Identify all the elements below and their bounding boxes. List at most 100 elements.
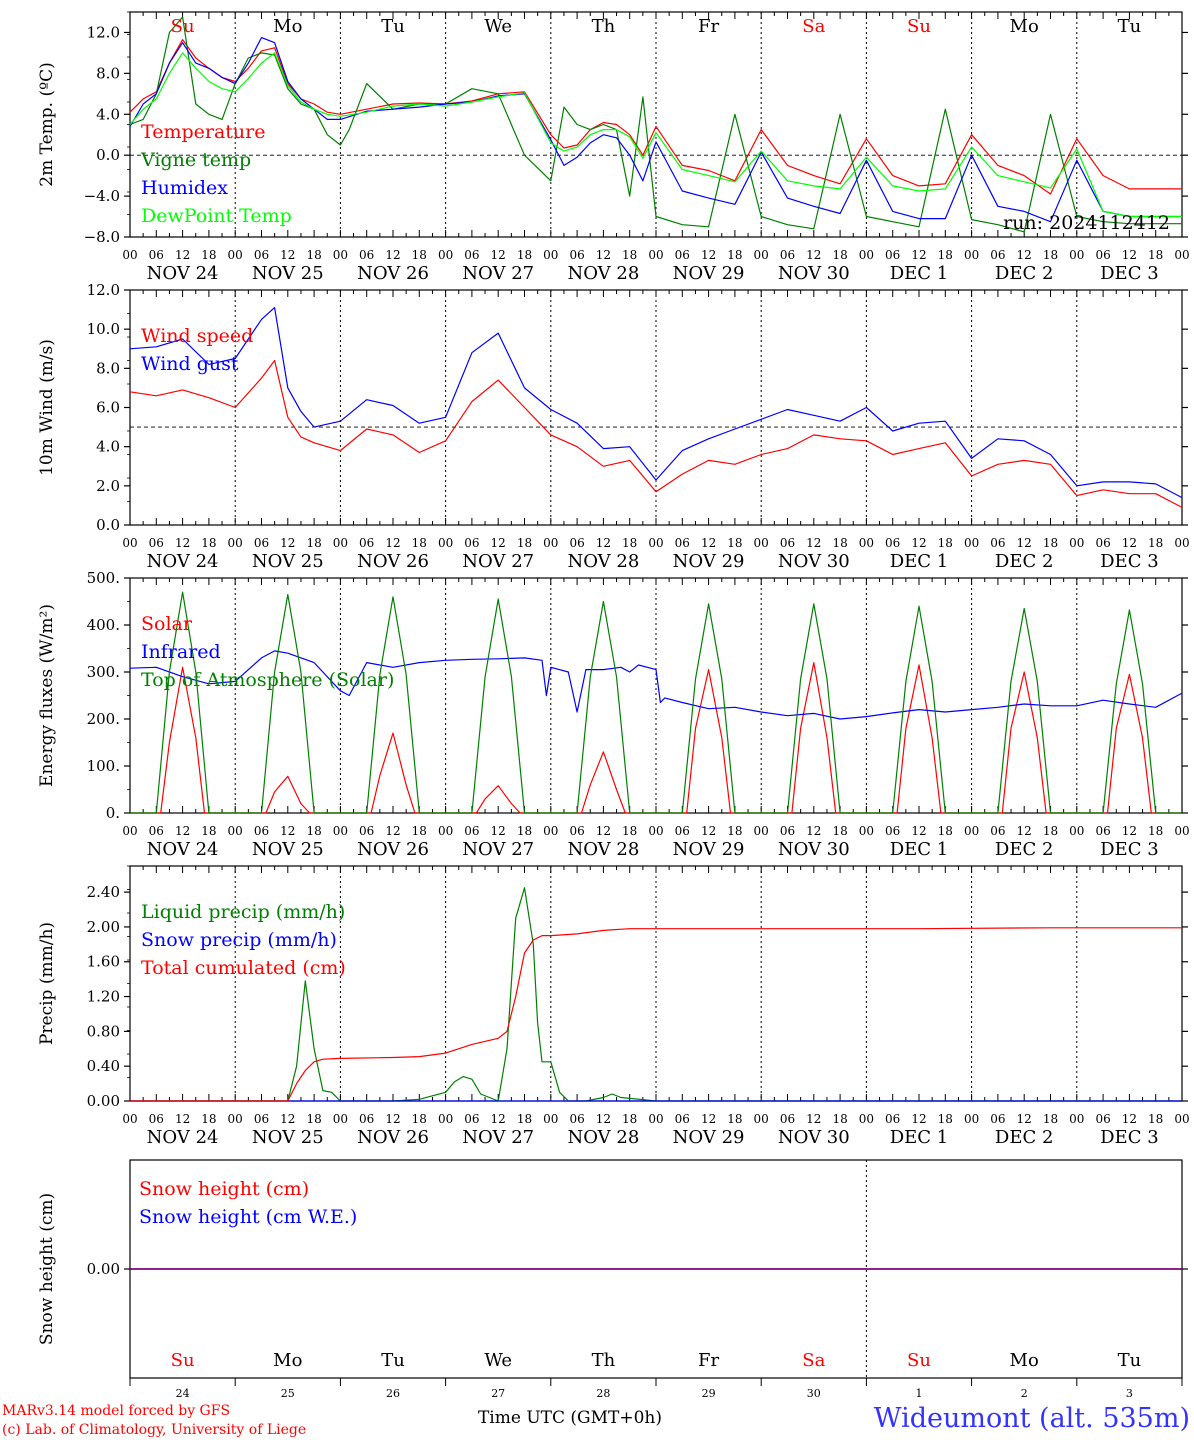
hour-label: 06 [569, 824, 584, 838]
date-label: NOV 24 [147, 1127, 219, 1148]
hour-label: 12 [701, 536, 716, 550]
date-label: NOV 25 [252, 551, 324, 572]
legend-entry: DewPoint Temp [141, 205, 292, 227]
hour-label: 18 [727, 248, 742, 262]
hour-label: 00 [543, 536, 558, 550]
series-line-dewpoint-temp [129, 52, 1182, 218]
y-tick-label: 10.0 [87, 320, 120, 338]
hour-label: 12 [385, 1112, 400, 1126]
hour-label: 12 [701, 824, 716, 838]
date-label: DEC 3 [1100, 551, 1159, 572]
hour-label: 06 [254, 536, 269, 550]
hour-label: 06 [569, 248, 584, 262]
day-of-week-label: Tu [1118, 1350, 1142, 1371]
hour-label: 18 [1043, 1112, 1058, 1126]
hour-label: 00 [333, 536, 348, 550]
hour-label: 06 [359, 536, 374, 550]
date-label: NOV 24 [147, 263, 219, 284]
series-line-top-of-atmosphere-solar- [130, 591, 1182, 814]
y-tick-label: 4.0 [96, 438, 120, 456]
run-label: run: 2024112412 [1003, 212, 1170, 234]
hour-label: 00 [859, 1112, 874, 1126]
hour-label: 12 [175, 536, 190, 550]
hour-label: 12 [806, 536, 821, 550]
date-label: DEC 1 [890, 1127, 949, 1148]
hour-label: 06 [1095, 1112, 1110, 1126]
hour-label: 00 [1069, 536, 1084, 550]
hour-label: 18 [622, 1112, 637, 1126]
legend-entry: Total cumulated (cm) [141, 957, 346, 979]
hour-label: 00 [543, 1112, 558, 1126]
series-line-wind-gust [129, 307, 1183, 499]
hour-label: 18 [727, 1112, 742, 1126]
hour-label: 12 [280, 1112, 295, 1126]
y-tick-label: 8.0 [96, 359, 120, 377]
day-of-week-label: Mo [1010, 16, 1039, 37]
hour-label: 00 [1174, 248, 1189, 262]
legend-entry: Snow height (cm) [139, 1178, 309, 1200]
hour-label: 12 [491, 1112, 506, 1126]
hour-label: 12 [1122, 824, 1137, 838]
y-tick-label: 0.00 [87, 1260, 120, 1278]
hour-label: 12 [1122, 248, 1137, 262]
footer-line-2: (c) Lab. of Climatology, University of L… [2, 1422, 306, 1438]
date-label: NOV 30 [778, 1127, 850, 1148]
hour-label: 12 [1017, 248, 1032, 262]
panel-wind: 12.0 10.0 8.0 6.0 4.0 2.0 0.0 10m Wind (m/s) Win… [37, 281, 1190, 572]
date-label: NOV 26 [357, 839, 429, 860]
hour-label: 12 [491, 536, 506, 550]
hour-label: 06 [675, 536, 690, 550]
hour-label: 06 [464, 536, 479, 550]
hour-label: 06 [990, 824, 1005, 838]
day-of-week-label: Su [907, 16, 931, 37]
day-number-label: 1 [916, 1387, 923, 1400]
hour-label: 06 [254, 1112, 269, 1126]
y-tick-label: 0.0 [96, 516, 120, 534]
legend-entry: Humidex [141, 177, 228, 199]
hour-label: 00 [228, 1112, 243, 1126]
hour-label: 00 [228, 824, 243, 838]
hour-label: 06 [1095, 248, 1110, 262]
date-label: NOV 29 [673, 1127, 745, 1148]
hour-label: 18 [938, 824, 953, 838]
hour-label: 00 [1174, 536, 1189, 550]
day-of-week-label: We [484, 16, 512, 37]
hour-label: 00 [648, 248, 663, 262]
hour-label: 06 [569, 1112, 584, 1126]
hour-label: 12 [596, 1112, 611, 1126]
hour-label: 18 [832, 1112, 847, 1126]
date-label: DEC 3 [1100, 839, 1159, 860]
date-label: DEC 3 [1100, 263, 1159, 284]
day-of-week-label: Sa [802, 16, 825, 37]
hour-label: 06 [885, 248, 900, 262]
y-tick-label: −4.0 [84, 187, 120, 205]
hour-label: 12 [1122, 1112, 1137, 1126]
hour-label: 00 [438, 248, 453, 262]
y-tick-label: 200. [87, 710, 120, 728]
date-label: NOV 27 [462, 263, 534, 284]
hour-label: 18 [412, 824, 427, 838]
hour-label: 18 [517, 248, 532, 262]
hour-label: 06 [780, 248, 795, 262]
date-label: NOV 30 [778, 551, 850, 572]
hour-label: 18 [622, 824, 637, 838]
y-tick-label: 100. [87, 757, 120, 775]
series-line-total-cumulated-cm- [130, 927, 1182, 1102]
x-axis-label: Time UTC (GMT+0h) [478, 1408, 662, 1428]
y-tick-label: 500. [87, 569, 120, 587]
hour-label: 00 [859, 248, 874, 262]
day-number-label: 2 [1021, 1387, 1028, 1400]
hour-label: 12 [806, 248, 821, 262]
hour-label: 18 [727, 824, 742, 838]
hour-label: 12 [491, 824, 506, 838]
y-tick-label: 1.20 [87, 988, 120, 1006]
y-tick-label: 0.40 [87, 1057, 120, 1075]
hour-label: 18 [306, 1112, 321, 1126]
hour-label: 00 [754, 248, 769, 262]
hour-label: 12 [1122, 536, 1137, 550]
date-label: NOV 29 [673, 839, 745, 860]
hour-label: 06 [254, 248, 269, 262]
hour-label: 18 [412, 536, 427, 550]
y-tick-label: 1.60 [87, 953, 120, 971]
day-number-label: 28 [596, 1387, 610, 1400]
